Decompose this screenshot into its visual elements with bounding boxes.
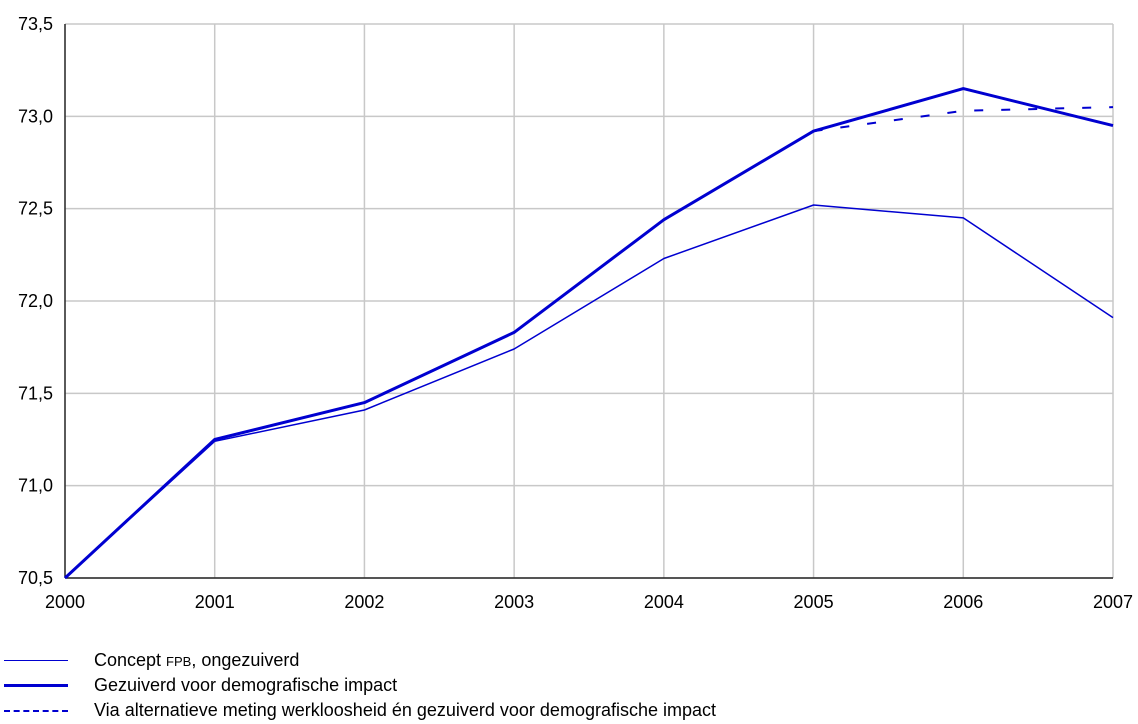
x-tick-label: 2006 [943, 592, 983, 612]
y-tick-label: 70,5 [18, 568, 53, 588]
legend-item-alternatieve-meting: Via alternatieve meting werkloosheid én … [0, 698, 1138, 723]
x-tick-label: 2003 [494, 592, 534, 612]
y-axis-tick-labels: 70,5 71,0 71,5 72,0 72,5 73,0 73,5 [18, 14, 53, 588]
series-concept-fpb-line [64, 204, 1114, 579]
y-tick-label: 72,0 [18, 291, 53, 311]
legend-label: Concept FPB, ongezuiverd [94, 649, 300, 670]
x-tick-label: 2005 [794, 592, 834, 612]
legend-swatch-thick-line [4, 684, 68, 687]
legend: Concept FPB, ongezuiverd Gezuiverd voor … [0, 648, 1138, 723]
y-tick-label: 72,5 [18, 199, 53, 219]
series-gezuiverd-line [63, 87, 1114, 580]
y-tick-label: 71,5 [18, 383, 53, 403]
legend-label: Gezuiverd voor demografische impact [94, 675, 398, 695]
legend-swatch-thin-line [4, 660, 68, 661]
x-axis-tick-labels: 2000 2001 2002 2003 2004 2005 2006 2007 [45, 592, 1133, 612]
legend-label: Via alternatieve meting werkloosheid én … [94, 700, 717, 720]
y-tick-label: 73,5 [18, 14, 53, 34]
series-lines [63, 87, 1114, 580]
x-tick-label: 2001 [195, 592, 235, 612]
y-tick-label: 71,0 [18, 476, 53, 496]
y-tick-label: 73,0 [18, 106, 53, 126]
x-tick-label: 2000 [45, 592, 85, 612]
legend-item-gezuiverd: Gezuiverd voor demografische impact [0, 673, 1138, 698]
x-tick-label: 2002 [344, 592, 384, 612]
axes [64, 24, 1113, 579]
x-tick-label: 2004 [644, 592, 684, 612]
x-tick-label: 2007 [1093, 592, 1133, 612]
series-alternatieve-meting-line [813, 106, 1114, 133]
legend-item-concept-fpb: Concept FPB, ongezuiverd [0, 648, 1138, 673]
legend-swatch-dashed-line [4, 709, 68, 712]
line-chart: 70,571,071,572,072,573,073,5 2000 2001 200… [18, 14, 1133, 612]
